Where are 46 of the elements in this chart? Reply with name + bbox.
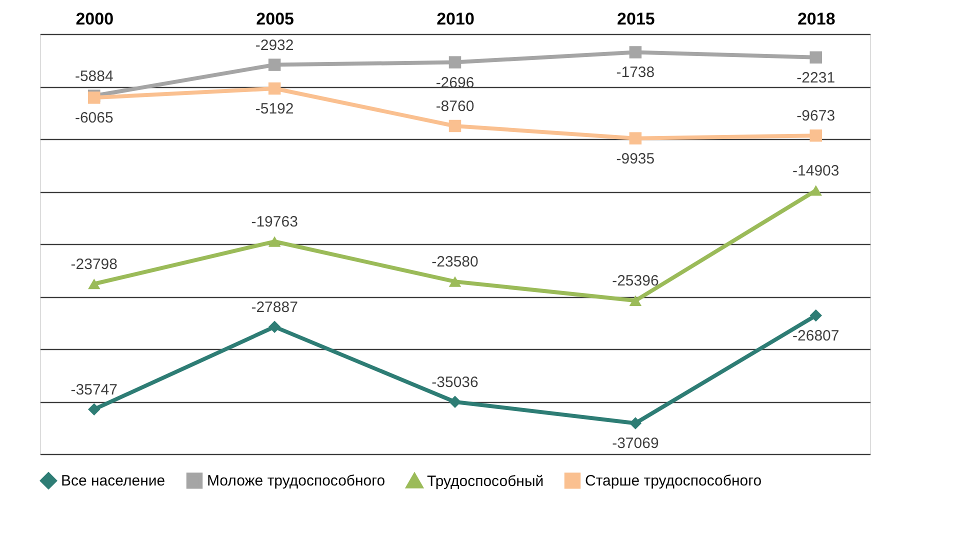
data-label: -23580 (432, 254, 478, 271)
point (629, 132, 642, 144)
data-label: -27887 (251, 298, 298, 316)
point (810, 309, 822, 322)
data-label: -8760 (436, 98, 474, 115)
data-label: -2932 (255, 36, 294, 54)
point (448, 276, 462, 287)
data-label: -25396 (612, 272, 659, 290)
data-label: -5192 (255, 100, 294, 118)
point (810, 185, 822, 196)
point (629, 46, 642, 58)
point (268, 320, 281, 333)
x-tick-label: 2000 (76, 10, 114, 28)
legend-label: Все население (61, 472, 166, 490)
data-label: -9935 (616, 150, 655, 168)
x-tick-label: 2005 (256, 10, 294, 28)
point (810, 129, 822, 142)
data-label: -14903 (792, 162, 840, 180)
point (88, 403, 100, 416)
data-label: -6065 (74, 110, 114, 127)
point (88, 278, 100, 290)
x-tick-label: 2015 (617, 10, 655, 28)
point (448, 120, 462, 132)
point (268, 236, 281, 247)
x-tick-label: 2018 (797, 10, 836, 28)
point (448, 396, 462, 408)
legend-label: Моложе трудоспособного (207, 472, 386, 490)
legend-label: Трудоспособный (427, 473, 544, 490)
data-label: -37069 (612, 435, 659, 452)
data-label: -5884 (74, 68, 114, 85)
data-label: -9673 (796, 108, 836, 125)
data-label: -35747 (70, 381, 118, 398)
data-label: -1738 (616, 64, 655, 82)
data-label: -23798 (70, 256, 118, 273)
point (629, 295, 642, 306)
point (268, 58, 281, 71)
data-label: -26807 (792, 327, 840, 344)
data-label: -35036 (432, 374, 478, 391)
point (268, 82, 281, 95)
point (629, 417, 642, 430)
legend-label: Старше трудоспособного (585, 472, 762, 490)
data-label: -2231 (796, 69, 836, 86)
point (448, 56, 462, 68)
point (810, 51, 822, 64)
data-label: -19763 (251, 214, 298, 231)
x-tick-label: 2010 (436, 10, 474, 28)
